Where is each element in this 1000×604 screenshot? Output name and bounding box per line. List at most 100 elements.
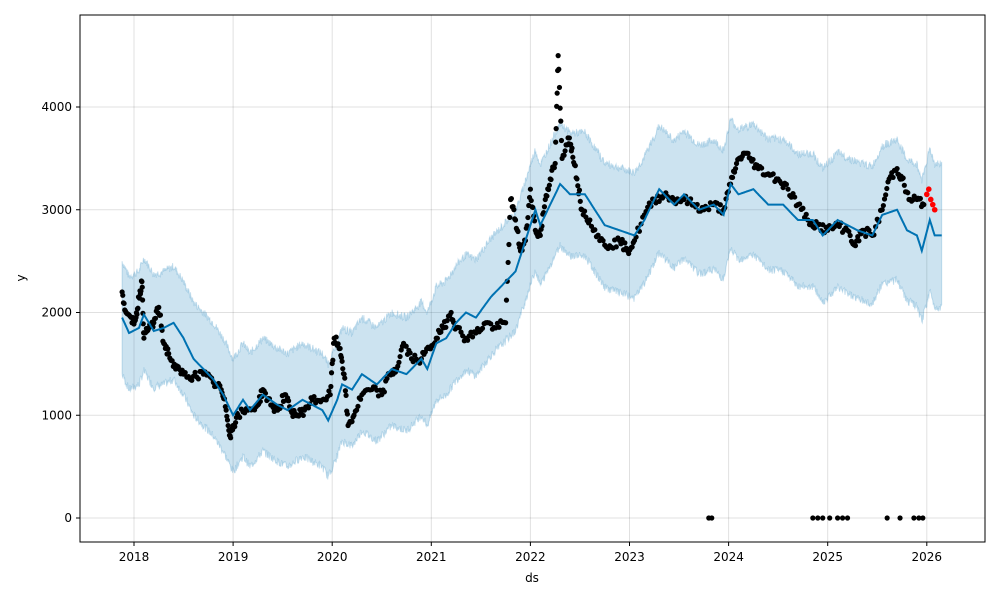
actual-point [803,211,809,217]
actual-point [465,337,471,343]
actual-point [562,148,568,154]
test-point [929,201,936,208]
actual-point [511,207,517,213]
actual-point [917,195,923,202]
actual-point [792,194,798,200]
actual-point [384,375,390,382]
actual-point [558,137,565,144]
actual-point [381,389,387,395]
actual-point [852,243,859,249]
actual-point [525,214,531,221]
actual-point [890,174,896,181]
actual-point [141,335,147,341]
actual-point [515,228,521,235]
actual-point [328,370,335,376]
actual-point [839,515,846,521]
actual-point [576,187,583,193]
actual-point [901,182,907,188]
actual-point [121,300,127,307]
actual-point [496,324,502,330]
actual-point [770,171,776,177]
actual-point [556,66,562,72]
actual-point [553,139,559,145]
actual-point [618,241,624,247]
actual-point [552,160,558,167]
actual-point [759,165,765,171]
actual-point [339,358,345,364]
actual-point [479,325,486,331]
actual-point [866,227,872,233]
actual-point [827,515,833,521]
actual-point [228,435,234,441]
actual-point [349,419,355,425]
actual-point [894,166,900,172]
actual-point [225,422,231,429]
actual-point [548,176,554,183]
x-tick-label: 2024 [713,550,744,564]
actual-point [443,324,449,330]
actual-point [572,163,578,169]
actual-point [581,208,588,214]
actual-point [358,396,364,402]
actual-point [469,334,476,340]
y-ticks: 0 1000 2000 3000 4000 [41,100,80,525]
actual-point [884,515,890,521]
actual-point [343,392,349,398]
y-tick-label: 2000 [41,306,72,320]
actual-point [897,515,903,521]
actual-point [407,350,413,356]
actual-point [192,369,198,375]
x-tick-label: 2018 [119,550,150,564]
actual-point [900,175,906,181]
actual-point [810,515,816,521]
actual-point [165,346,171,352]
actual-point [311,394,317,400]
actual-point [883,192,889,198]
actual-point [595,232,601,238]
x-tick-label: 2019 [218,550,249,564]
actual-point [916,515,922,521]
actual-point [551,165,557,171]
test-point [924,191,930,198]
actual-point [337,345,343,352]
actual-point [656,198,662,204]
actual-point [340,366,346,372]
actual-point [355,403,361,409]
actual-point [544,193,550,199]
actual-point [587,217,593,223]
actual-point [182,369,188,376]
actual-point [488,321,494,327]
actual-point [884,185,890,192]
actual-point [557,105,563,111]
actual-point [224,417,231,423]
actual-point [285,398,292,404]
actual-point [120,292,126,298]
actual-point [330,357,336,363]
actual-point [328,383,334,390]
actual-point [512,217,519,223]
actual-point [135,305,141,311]
actual-point [750,156,756,163]
actual-point [507,214,513,221]
actual-point [588,223,595,229]
actual-point [448,309,454,316]
actual-point [524,223,530,229]
actual-point [863,233,869,239]
y-tick-label: 4000 [41,100,72,114]
y-tick-label: 1000 [41,408,72,422]
x-tick-label: 2023 [614,550,645,564]
y-tick-label: 0 [64,511,72,525]
actual-point [800,205,806,211]
actual-point [561,152,567,158]
x-tick-label: 2022 [515,550,546,564]
actual-point [505,259,511,266]
actual-point [412,352,418,358]
actual-point [139,279,145,285]
actual-point [911,515,917,521]
actual-point [855,233,861,240]
actual-point [847,232,853,239]
actual-point [444,318,450,324]
actual-point [237,414,243,420]
actual-point [554,90,560,96]
